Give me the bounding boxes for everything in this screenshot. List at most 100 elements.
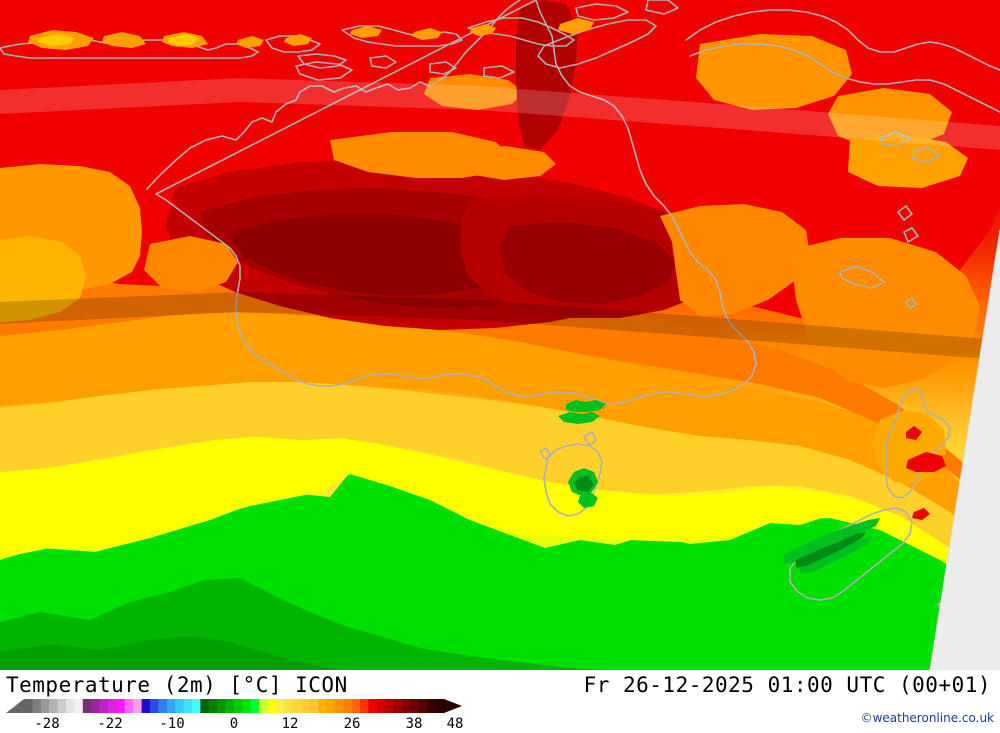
colorbar-swatch — [183, 699, 193, 713]
colorbar-swatch — [74, 699, 84, 713]
coastline-island-6 — [645, 0, 679, 15]
colorbar-swatch — [116, 699, 126, 713]
colorbar-swatch — [217, 699, 226, 713]
highland-cool-specks-dark — [574, 476, 866, 568]
colorbar-swatch — [393, 699, 403, 713]
colorbar-swatch — [318, 699, 327, 713]
coastline-vanuatu-1 — [897, 205, 913, 221]
colorbar-swatch — [150, 699, 159, 713]
colorbar-tick-label: 38 — [406, 716, 423, 732]
colorbar-swatch — [208, 699, 218, 713]
colorbar-swatch — [343, 699, 352, 713]
colorbar-swatch — [250, 699, 260, 713]
band-orange-belt — [0, 312, 1000, 548]
colorbar-swatch — [368, 699, 378, 713]
colorbar-swatch — [351, 699, 361, 713]
coastline-solomon-1 — [879, 131, 911, 147]
model-domain-edge — [929, 229, 1000, 670]
coastline-new-guinea — [685, 9, 1000, 71]
colorbar-tick-label: 26 — [344, 716, 361, 732]
coastline-tasmania — [543, 443, 603, 517]
colorbar-tick-label: 48 — [447, 716, 464, 732]
colorbar-swatch — [192, 699, 201, 713]
temperature-colorbar[interactable]: -28 -22 -10 0 12 26 38 48 — [0, 697, 470, 733]
contour-shading — [0, 78, 1000, 360]
coastline-new-guinea-2 — [689, 43, 1000, 113]
colorbar-swatch — [334, 699, 344, 713]
colorbar-swatch — [133, 699, 142, 713]
colorbar-swatch — [91, 699, 100, 713]
coastline-island-5 — [575, 3, 629, 21]
coastline-vanuatu-2 — [903, 227, 919, 243]
band-amber-belt — [0, 382, 1000, 586]
colorbar-swatch — [292, 699, 302, 713]
colorbar-swatch — [276, 699, 285, 713]
coastline-new-caledonia — [839, 265, 885, 289]
colorbar-swatch — [66, 699, 75, 713]
coastline-australia — [146, 0, 757, 405]
colorbar-swatch — [24, 699, 33, 713]
watermark-credit: ©weatheronline.co.uk — [860, 711, 994, 725]
colorbar-swatch — [259, 699, 268, 713]
colorbar-canvas[interactable]: -28 -22 -10 0 12 26 38 48 — [0, 697, 470, 733]
colorbar-swatch-group — [24, 699, 445, 713]
temperature-map-canvas[interactable] — [0, 0, 1000, 670]
coastline-timor — [537, 19, 657, 69]
colorbar-swatch — [124, 699, 134, 713]
coastline-island-2 — [369, 55, 397, 69]
ridge-darkred-cape-york — [516, 0, 578, 150]
colorbar-tick-label: -22 — [97, 716, 122, 732]
hot-core-deepest — [232, 214, 522, 296]
colorbar-right-arrow — [444, 699, 462, 713]
colorbar-swatch — [141, 699, 151, 713]
colorbar-swatch — [234, 699, 243, 713]
colorbar-swatch — [82, 699, 92, 713]
colorbar-tick-label: 12 — [282, 716, 299, 732]
temperature-map[interactable] — [0, 0, 1000, 670]
pocket-amber-sw — [0, 236, 86, 322]
colorbar-swatch — [435, 699, 445, 713]
coastal-orange-nw — [144, 236, 238, 292]
colorbar-swatch — [99, 699, 109, 713]
colorbar-swatch — [309, 699, 319, 713]
colorbar-swatch — [32, 699, 42, 713]
coastline-norfolk — [905, 297, 917, 309]
nz-hotspots — [906, 426, 946, 520]
png-orange — [696, 34, 852, 110]
map-footer: Temperature (2m) [°C] ICON Fr 26-12-2025… — [0, 670, 1000, 733]
band-yellow-belt — [0, 436, 1000, 600]
tongue-orange-north-2 — [424, 74, 524, 110]
colorbar-swatch — [402, 699, 411, 713]
colorbar-left-arrow — [6, 699, 24, 713]
colorbar-swatch — [40, 699, 50, 713]
colorbar-swatch — [57, 699, 67, 713]
colorbar-swatch — [427, 699, 436, 713]
map-data-layer — [0, 0, 1000, 670]
colorbar-swatch — [242, 699, 252, 713]
colorbar-swatch — [49, 699, 58, 713]
band-green-deep-2 — [0, 636, 340, 670]
colorbar-swatch — [284, 699, 294, 713]
png-orange-3 — [848, 134, 968, 188]
colorbar-swatch — [301, 699, 310, 713]
coastline-king-island — [539, 447, 551, 461]
png-orange-2 — [828, 88, 952, 148]
colorbar-swatch — [385, 699, 394, 713]
coastline-island-1 — [295, 61, 353, 81]
colorbar-swatch — [166, 699, 176, 713]
coastline-island-3 — [429, 61, 457, 75]
colorbar-tick-label: -10 — [159, 716, 184, 732]
coastline-nz-north — [885, 387, 951, 499]
colorbar-swatch — [376, 699, 386, 713]
colorbar-tick-label: -28 — [34, 716, 59, 732]
coastline-island-4 — [483, 65, 515, 79]
colorbar-swatch — [410, 699, 420, 713]
colorbar-swatch — [360, 699, 369, 713]
colorbar-swatch — [200, 699, 210, 713]
colorbar-swatch — [158, 699, 168, 713]
colorbar-swatch — [326, 699, 336, 713]
colorbar-swatch — [225, 699, 235, 713]
colorbar-swatch — [175, 699, 184, 713]
coastline-flores — [341, 25, 463, 47]
